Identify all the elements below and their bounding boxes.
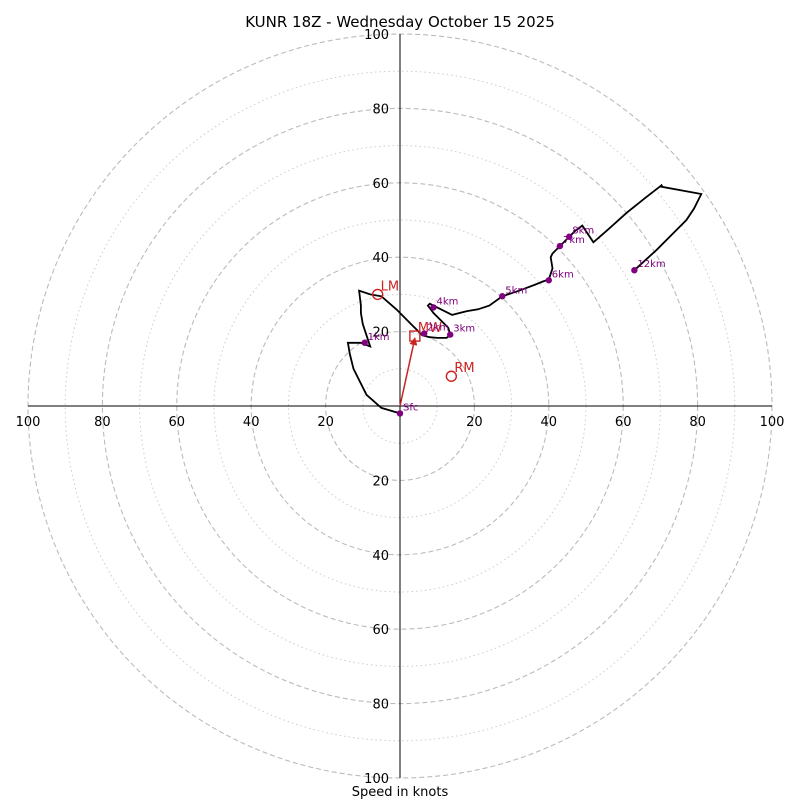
tick-label-right-80: 80 (689, 415, 706, 430)
height-label-4km: 4km (436, 296, 458, 307)
height-marker-2km (420, 330, 428, 337)
tick-label-left-100: 100 (16, 415, 41, 430)
height-marker-1km (361, 339, 368, 346)
tick-label-left-20: 20 (317, 415, 334, 430)
tick-label-bottom-100: 100 (364, 772, 389, 787)
left-mover-label: LM (381, 279, 399, 294)
height-label-6km: 6km (552, 269, 574, 280)
tick-label-right-60: 60 (615, 415, 632, 430)
tick-label-right-20: 20 (466, 415, 483, 430)
tick-label-right-100: 100 (760, 415, 785, 430)
tick-label-top-80: 80 (372, 102, 389, 117)
mean-wind-marker (409, 330, 421, 342)
tick-label-left-40: 40 (243, 415, 260, 430)
tick-label-bottom-20: 20 (372, 474, 389, 489)
tick-label-top-100: 100 (364, 28, 389, 43)
storm-motion-vector (399, 337, 418, 407)
height-marker-4km (430, 304, 437, 311)
tick-label-right-40: 40 (541, 415, 558, 430)
tick-label-bottom-80: 80 (372, 698, 389, 713)
left-mover-marker (371, 288, 384, 301)
height-marker-5km (499, 293, 506, 300)
height-marker-8km (566, 233, 573, 240)
tick-label-left-60: 60 (169, 415, 186, 430)
chart-title: KUNR 18Z - Wednesday October 15 2025 (245, 13, 555, 31)
right-mover-marker (445, 370, 458, 382)
tick-label-top-60: 60 (372, 177, 389, 192)
height-label-3km: 3km (453, 324, 475, 335)
height-label-7km: 7km (563, 235, 585, 246)
height-marker-12km (631, 267, 638, 274)
tick-label-bottom-40: 40 (372, 549, 389, 564)
height-label-1km: 1km (368, 332, 390, 343)
height-label-8km: 8km (572, 226, 594, 237)
tick-label-bottom-60: 60 (372, 623, 389, 638)
tick-labels: 20 20 20 20 40 40 40 40 60 60 60 60 80 80 80 80 100 100 10… (16, 28, 785, 787)
tick-label-top-20: 20 (372, 326, 389, 341)
height-label-12km: 12km (637, 259, 665, 270)
tick-label-top-40: 40 (372, 251, 389, 266)
hodograph-trace (346, 183, 703, 415)
height-marker-7km (556, 242, 564, 250)
tick-label-left-80: 80 (94, 415, 111, 430)
right-mover-label: RM (454, 361, 474, 376)
height-label-Sfc: Sfc (403, 402, 418, 413)
height-marker-Sfc (396, 410, 404, 417)
height-label-5km: 5km (505, 285, 527, 296)
height-marker-6km (545, 277, 552, 284)
height-marker-3km (447, 331, 454, 338)
x-axis-label: Speed in knots (352, 785, 449, 800)
height-label-2km: 2km (427, 322, 449, 333)
